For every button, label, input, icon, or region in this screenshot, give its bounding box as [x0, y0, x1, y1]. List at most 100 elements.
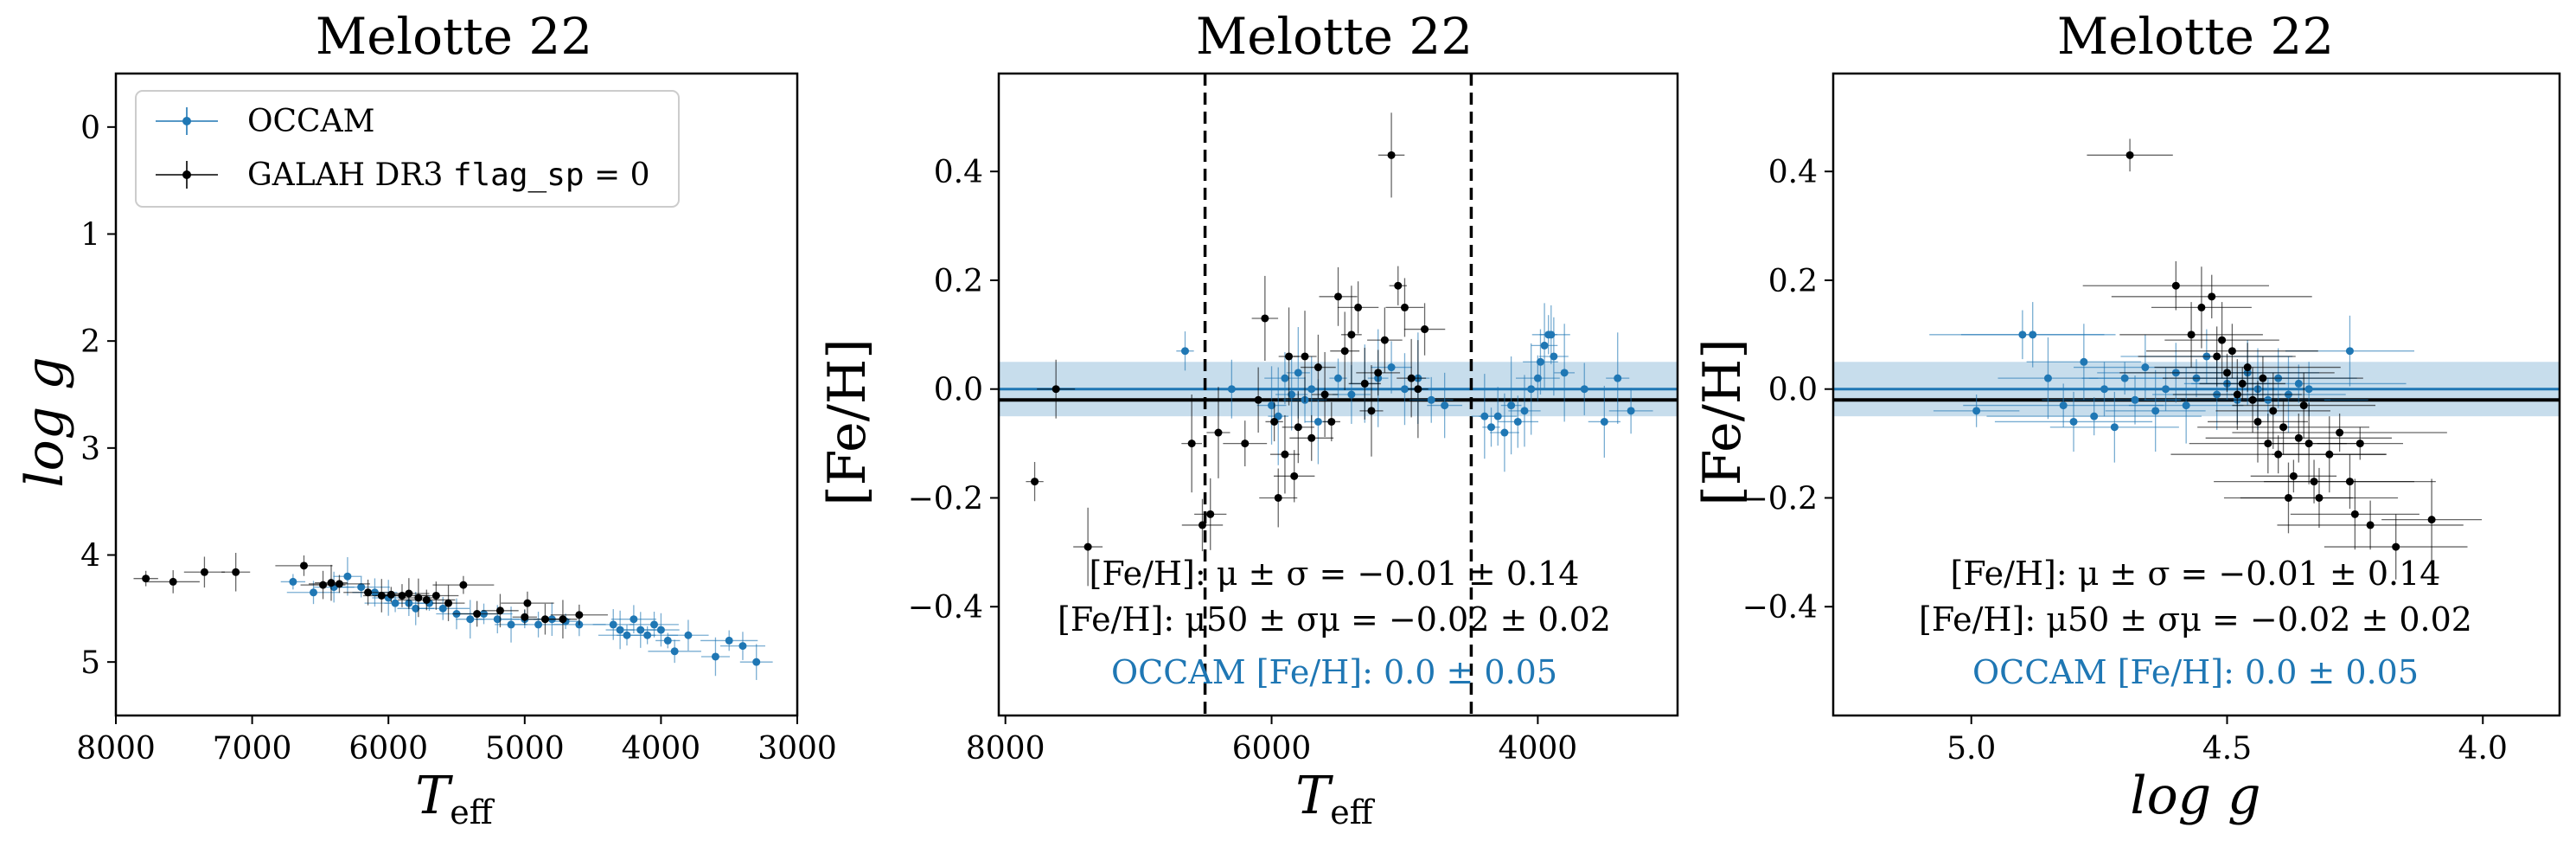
panel-1-galah-point — [405, 589, 413, 598]
panel-2-occam-point — [1550, 352, 1558, 361]
panel-2-ticks: 8000 6000 4000 −0.4 −0.2 0.0 0.2 0.4 — [908, 155, 1578, 767]
panel-2-galah-point — [1414, 385, 1422, 394]
panel-teff-logg: Melotte 22 8000 7000 6000 5000 4000 3000 0 1 2 3 4… — [15, 7, 837, 831]
panel-2-axes-frame — [997, 72, 1679, 717]
panel-1-galah-point — [169, 577, 177, 586]
legend-occam-label: OCCAM — [247, 104, 374, 139]
panel-3-galah-point — [2213, 352, 2221, 361]
panel-3-galah-point — [2350, 510, 2359, 518]
panel-3-galah-point — [2289, 472, 2298, 480]
panel-2-galah-point — [1380, 336, 1389, 344]
panel-2-occam-point — [1527, 385, 1536, 394]
panel-2-occam-point — [1493, 412, 1502, 420]
panel-2-occam-point — [1627, 407, 1635, 415]
legend: OCCAM GALAH DR3 flag_sp = 0 — [135, 90, 680, 208]
panel-3-y-tick-label: 0.0 — [1768, 373, 1818, 408]
panel-3-occam-point — [2131, 395, 2139, 404]
panel-2-galah-point — [1301, 352, 1309, 361]
panel-1-occam-point — [636, 626, 645, 634]
panel-3-y-axis-label: [Fe/H] — [1692, 338, 1753, 505]
panel-3-x-tick-label: 4.5 — [2202, 731, 2252, 767]
panel-1-x-axis-label: Teff — [415, 766, 495, 831]
panel-3-plot-area — [1831, 72, 2561, 717]
panel-2-occam-point — [1547, 330, 1556, 339]
panel-1-galah-point — [142, 574, 150, 583]
panel-2-galah-point — [1374, 369, 1383, 377]
panel-3-occam-point — [2090, 412, 2099, 420]
panel-1-occam-point — [643, 631, 652, 639]
panel-1-galah-point — [459, 581, 468, 589]
panel-2-occam-point — [1227, 385, 1236, 394]
panel-3-galah-point — [2315, 493, 2324, 502]
panel-3-galah-point — [2355, 440, 2364, 448]
panel-1-y-tick-label: 5 — [80, 645, 100, 681]
panel-3-galah-point — [2325, 450, 2334, 459]
panel-2-occam-point — [1427, 395, 1435, 404]
panel-1-x-tick-label: 8000 — [76, 731, 156, 767]
panel-3-galah-point — [2345, 478, 2354, 486]
panel-2-plot-area — [997, 72, 1679, 717]
panel-1-occam-point — [466, 615, 475, 624]
panel-1-occam-point — [412, 604, 420, 613]
panel-1-occam-point — [670, 647, 679, 656]
panel-3-occam-point — [2182, 401, 2190, 410]
panel-2-occam-point — [1560, 369, 1569, 377]
panel-1-occam-point — [684, 631, 693, 639]
panel-2-galah-point — [1340, 347, 1349, 356]
panel-2-y-axis-label: [Fe/H] — [817, 338, 878, 505]
panel-2-galah-point — [1261, 314, 1269, 323]
panel-1-occam-point — [630, 615, 638, 624]
panel-3-galah-point — [2248, 395, 2257, 404]
panel-3-galah-point — [2218, 336, 2227, 344]
panel-2-galah-point — [1187, 440, 1196, 448]
panel-2-stats-median: [Fe/H]: μ50 ± σμ = −0.02 ± 0.02 — [1058, 600, 1611, 638]
panel-1-galah-point — [327, 579, 336, 587]
panel-2-galah-point — [1347, 330, 1356, 339]
panel-2-galah-point — [1206, 510, 1215, 518]
panel-3-occam-point — [2080, 357, 2088, 366]
panel-2-x-axis-label-main: T — [1295, 766, 1333, 826]
panel-1-galah-point — [575, 611, 584, 619]
panel-3-galah-point — [2392, 542, 2400, 551]
panel-2-x-tick-label: 6000 — [1232, 731, 1312, 767]
panel-2-title: Melotte 22 — [1196, 7, 1473, 66]
panel-3-galah-point — [2233, 390, 2241, 399]
panel-2-galah-point — [1031, 478, 1039, 486]
panel-1-occam-point — [725, 636, 733, 645]
panel-1-x-tick-label: 7000 — [213, 731, 292, 767]
panel-3-occam-point — [2141, 363, 2150, 372]
panel-2-y-tick-label: −0.2 — [908, 481, 983, 517]
panel-2-y-tick-label: 0.2 — [934, 264, 983, 299]
panel-1-y-tick-label: 3 — [80, 432, 100, 467]
panel-3-galah-point — [2243, 363, 2252, 372]
panel-3-galah-point — [2366, 521, 2375, 529]
panel-2-galah-point — [1320, 390, 1329, 399]
legend-box — [135, 90, 680, 208]
legend-galah-marker — [182, 170, 191, 179]
panel-2-occam-point — [1307, 385, 1316, 394]
panel-2-galah-point — [1327, 417, 1336, 426]
panel-3-occam-feh: OCCAM [Fe/H]: 0.0 ± 0.05 — [1972, 653, 2419, 691]
panel-2-x-tick-label: 8000 — [966, 731, 1045, 767]
panel-3-galah-point — [2427, 516, 2436, 524]
legend-galah-label-suffix: = 0 — [585, 157, 650, 193]
panel-2-x-tick-label: 4000 — [1499, 731, 1578, 767]
panel-1-occam-point — [343, 572, 352, 581]
panel-3-galah-point — [2171, 281, 2180, 290]
panel-3-occam-point — [2029, 330, 2037, 339]
panel-1-galah-point — [387, 590, 395, 599]
panel-1-occam-point — [650, 620, 659, 629]
panel-3-occam-point — [2069, 417, 2078, 426]
panel-2-galah-point — [1334, 292, 1342, 301]
panel-1-occam-point — [752, 658, 761, 666]
panel-1-occam-point — [534, 620, 543, 629]
panel-3-y-tick-label: 0.2 — [1768, 264, 1818, 299]
panel-1-title: Melotte 22 — [316, 7, 592, 66]
panel-1-x-tick-label: 6000 — [348, 731, 428, 767]
panel-2-occam-feh: OCCAM [Fe/H]: 0.0 ± 0.05 — [1111, 653, 1557, 691]
panel-3-galah-point — [2222, 369, 2231, 377]
panel-1-occam-point — [289, 577, 297, 586]
panel-2-galah-point — [1290, 472, 1299, 480]
panel-3-occam-point — [2151, 407, 2160, 415]
